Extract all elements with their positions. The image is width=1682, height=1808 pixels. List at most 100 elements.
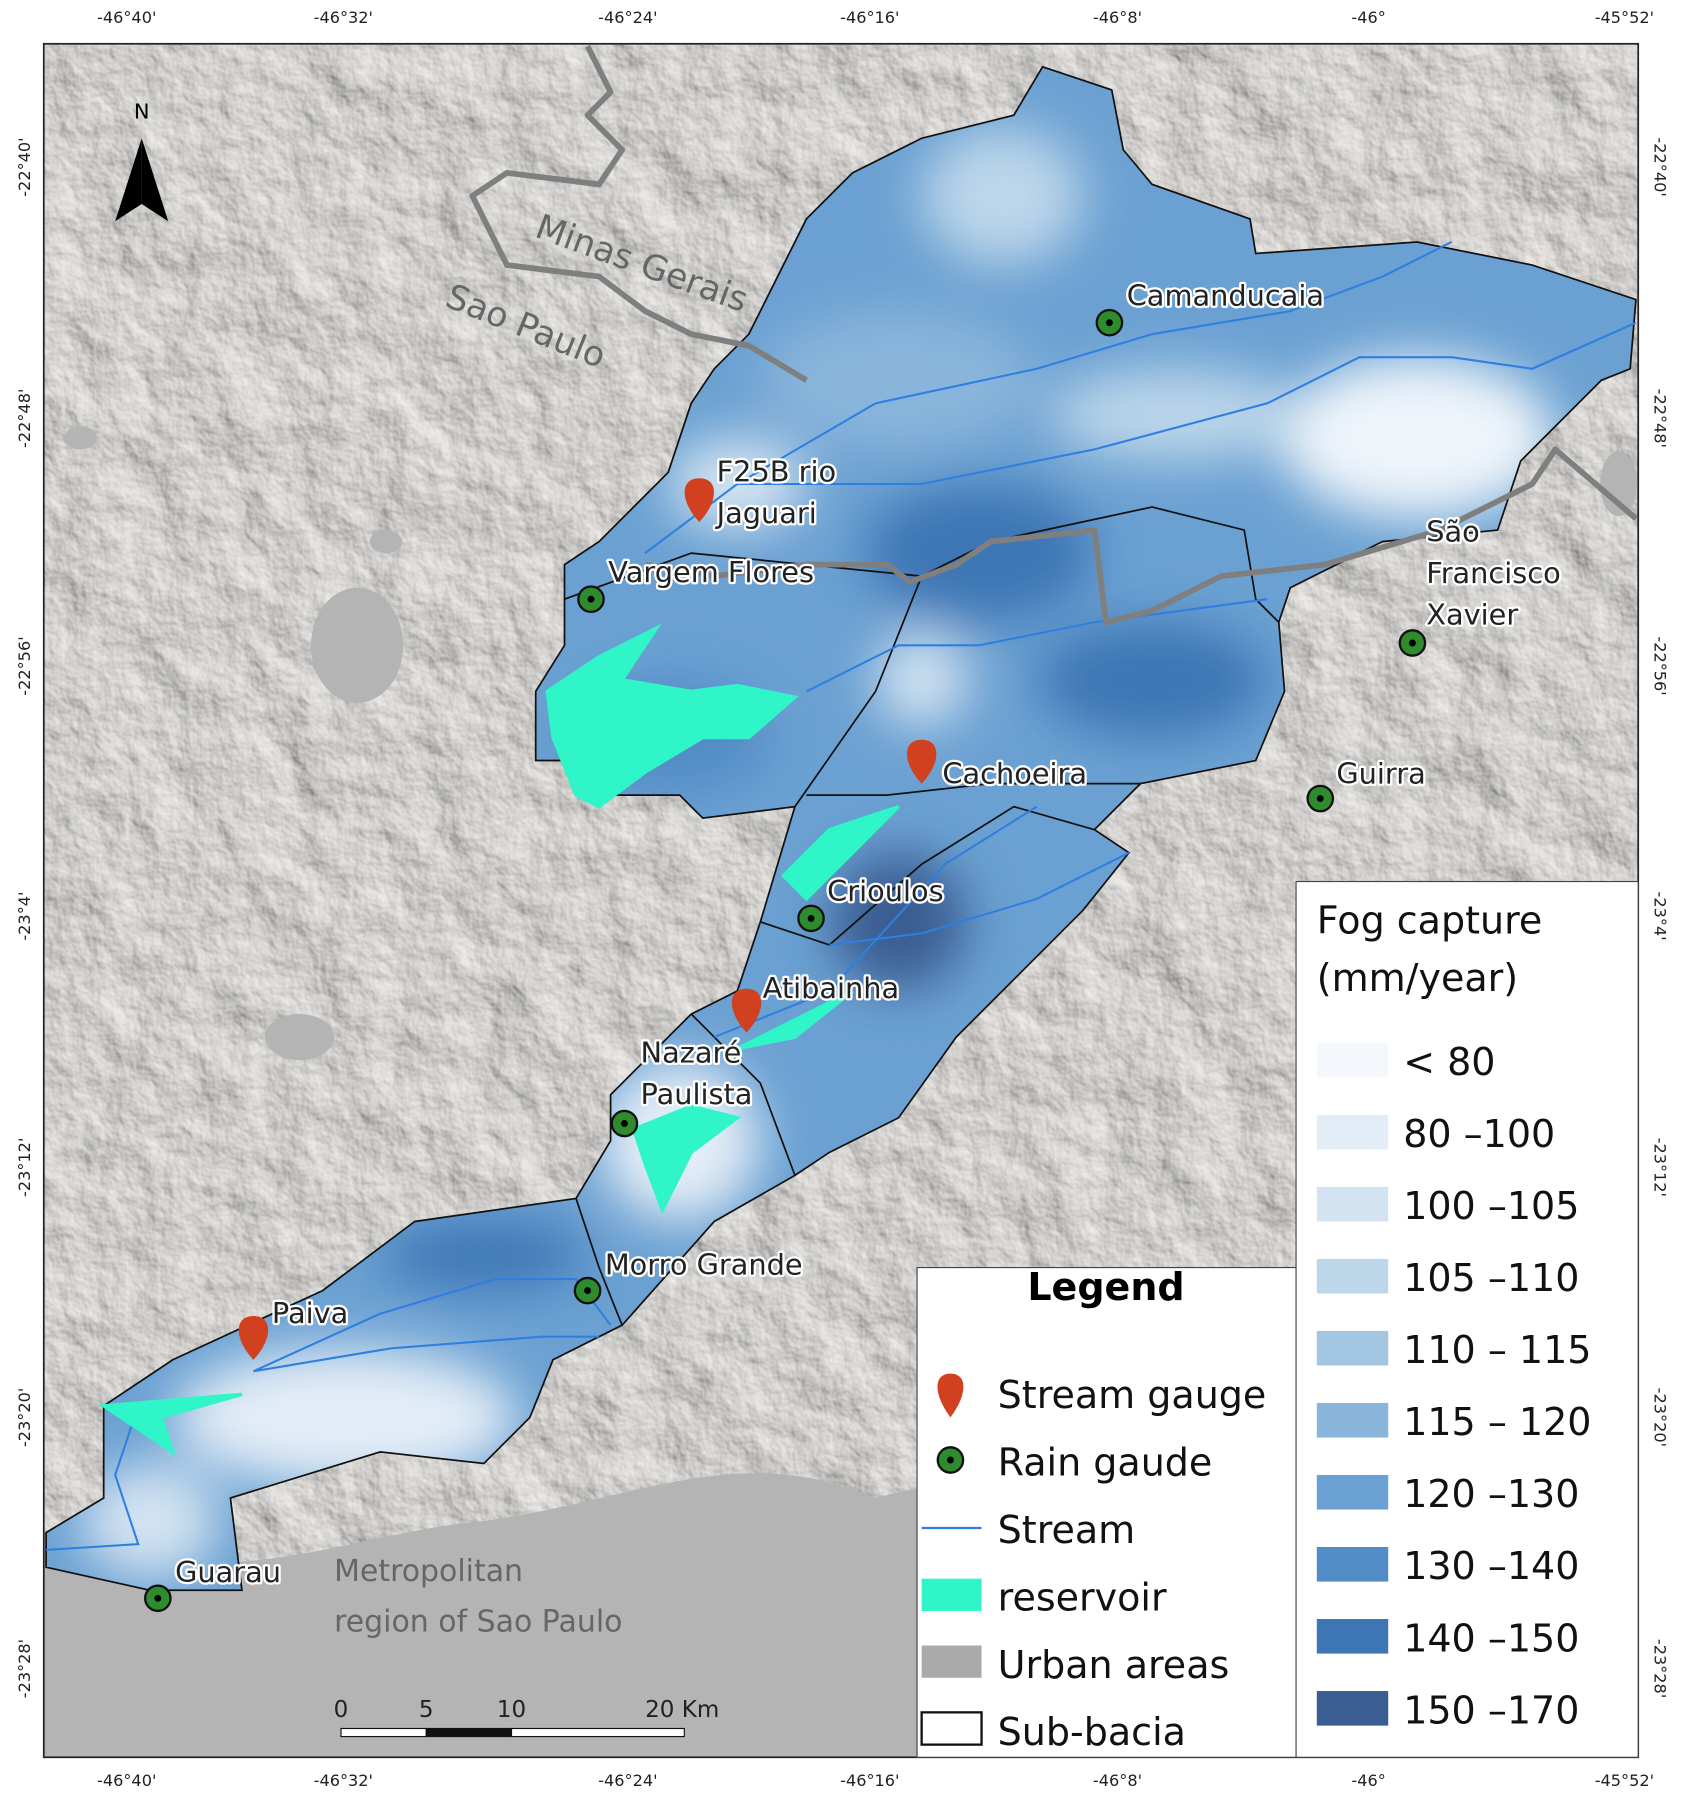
legend-item-label: reservoir bbox=[998, 1575, 1167, 1619]
lat-label-right: -22°48' bbox=[1650, 389, 1669, 448]
lat-label-right: -23°12' bbox=[1650, 1138, 1669, 1197]
lat-label-left: -22°40' bbox=[15, 137, 34, 196]
lon-label-bottom: -46°40' bbox=[97, 1771, 156, 1790]
fog-class-swatch bbox=[1316, 1546, 1389, 1582]
stream-gauge-label: Atibainha bbox=[763, 971, 900, 1005]
rain-gauge-label: Guirra bbox=[1336, 757, 1425, 791]
stream-gauge-label-line: Jaguari bbox=[715, 496, 817, 530]
lon-label-top: -46°32' bbox=[314, 8, 373, 27]
fog-class-label: 80 –100 bbox=[1403, 1112, 1555, 1156]
rain-gauge-label-line: Francisco bbox=[1426, 556, 1560, 590]
stream-gauge-label: Cachoeira bbox=[942, 757, 1087, 791]
fog-class-label: 140 –150 bbox=[1403, 1616, 1579, 1660]
north-label: N bbox=[134, 100, 149, 124]
lon-label-bottom: -45°52' bbox=[1595, 1771, 1654, 1790]
legend-swatch bbox=[921, 1578, 982, 1611]
reservoirs bbox=[98, 623, 900, 1457]
rain-gauge-label-line: Morro Grande bbox=[605, 1247, 803, 1281]
fog-class-label: 105 –110 bbox=[1403, 1256, 1579, 1300]
stream-gauge-label: F25B rio Jaguari bbox=[715, 455, 837, 530]
rain-gauge-dot bbox=[154, 1594, 162, 1602]
rain-gauge-label-line: Guarau bbox=[175, 1555, 281, 1589]
stations: F25B rio Jaguari Cachoeira Atibainha Paiva Ca… bbox=[144, 276, 1563, 1613]
legend-title: Legend bbox=[1027, 1265, 1184, 1309]
rain-gauge-label-line: Xavier bbox=[1426, 598, 1518, 632]
lat-label-right: -23°28' bbox=[1650, 1639, 1669, 1698]
north-arrow-left bbox=[115, 138, 142, 222]
lon-label-top: -46°16' bbox=[840, 8, 899, 27]
legend-swatch bbox=[921, 1645, 982, 1678]
fog-legend: Fog capture (mm/year) < 80 80 –100 100 –105… bbox=[1295, 880, 1639, 1758]
rain-gauge-label-line: Crioulos bbox=[827, 874, 943, 908]
legend-item-label: Urban areas bbox=[998, 1643, 1230, 1687]
rain-gauge-label: Crioulos bbox=[827, 874, 943, 908]
rain-gauge-dot bbox=[584, 1287, 592, 1295]
lon-label-bottom: -46°32' bbox=[314, 1771, 373, 1790]
rain-gauge-label: Vargem Flores bbox=[608, 555, 814, 589]
rain-gauge-dot bbox=[1105, 319, 1113, 327]
fog-class-label: 120 –130 bbox=[1403, 1472, 1579, 1516]
rain-gauge-label: Guarau bbox=[175, 1555, 281, 1589]
legend-items: Stream gauge Rain gaude Stream reservoir Urb… bbox=[998, 1373, 1267, 1754]
fog-class-swatch bbox=[1316, 1186, 1389, 1222]
rain-gauge-label-line: Nazaré bbox=[641, 1035, 742, 1069]
north-arrow: N bbox=[115, 100, 169, 222]
fog-class-swatch bbox=[1316, 1474, 1389, 1510]
lon-label-top: -45°52' bbox=[1595, 8, 1654, 27]
stream-gauge bbox=[906, 739, 937, 784]
fog-class-swatch bbox=[1316, 1691, 1389, 1726]
scale-label: 20 Km bbox=[645, 1697, 719, 1723]
rain-gauge-label-line: Guirra bbox=[1336, 757, 1425, 791]
fog-class-swatch bbox=[1316, 1114, 1389, 1150]
legend-item-label: Stream bbox=[998, 1508, 1136, 1552]
fog-class-swatch bbox=[1316, 1258, 1389, 1294]
lat-label-right: -22°40' bbox=[1650, 137, 1669, 196]
fog-class-label: 100 –105 bbox=[1403, 1184, 1579, 1228]
fog-class-swatch bbox=[1316, 1042, 1389, 1078]
lat-label-left: -23°28' bbox=[15, 1639, 34, 1698]
stream-gauge-label: Paiva bbox=[272, 1296, 348, 1330]
rain-gauge-dot bbox=[1408, 639, 1416, 647]
fog-class-label: 130 –140 bbox=[1403, 1544, 1579, 1588]
legend-item-label: Sub-bacia bbox=[998, 1710, 1186, 1754]
rain-gauge-dot bbox=[807, 914, 815, 922]
lon-label-top: -46°40' bbox=[97, 8, 156, 27]
rain-gauge-label-line: Camanducaia bbox=[1127, 278, 1324, 312]
rain-gauge-label: Morro Grande bbox=[605, 1247, 803, 1281]
streams bbox=[46, 241, 1637, 1551]
region-label: Metropolitan region of Sao Paulo bbox=[334, 1554, 622, 1640]
stream-gauge-label-line: Paiva bbox=[272, 1296, 348, 1330]
lon-label-bottom: -46° bbox=[1351, 1771, 1385, 1790]
legend: Legend Stream gauge Rain gaude Stream reser… bbox=[916, 1265, 1297, 1758]
fog-class-label: 150 –170 bbox=[1403, 1688, 1579, 1732]
rain-gauge-label: São Francisco Xavier bbox=[1426, 515, 1560, 632]
lon-label-top: -46° bbox=[1351, 8, 1385, 27]
fog-legend-title: Fog capture (mm/year) bbox=[1317, 898, 1542, 1000]
fog-class-label: 115 – 120 bbox=[1403, 1400, 1591, 1444]
lon-label-top: -46°24' bbox=[598, 8, 657, 27]
rain-gauge-label-line: Paulista bbox=[641, 1077, 753, 1111]
rain-gauge-label: Nazaré Paulista bbox=[641, 1035, 753, 1110]
fog-class-swatch bbox=[1316, 1402, 1389, 1438]
legend-swatch bbox=[937, 1373, 964, 1418]
lat-label-left: -22°48' bbox=[15, 389, 34, 448]
stream-gauge-label-line: Atibainha bbox=[763, 971, 900, 1005]
legend-item-label: Rain gaude bbox=[998, 1441, 1213, 1485]
lat-label-right: -23°4' bbox=[1650, 892, 1669, 941]
lat-label-left: -22°56' bbox=[15, 636, 34, 695]
stream-gauge-label-line: F25B rio bbox=[717, 455, 837, 489]
lat-label-left: -23°20' bbox=[15, 1388, 34, 1447]
lat-label-left: -23°4' bbox=[15, 892, 34, 941]
stream-gauge-label-line: Cachoeira bbox=[942, 757, 1087, 791]
fog-class-label: < 80 bbox=[1403, 1040, 1495, 1084]
scale-bar: 0 5 10 20 Km bbox=[334, 1697, 719, 1738]
lat-label-left: -23°12' bbox=[15, 1138, 34, 1197]
legend-swatch-dot bbox=[946, 1456, 954, 1464]
north-arrow-right bbox=[141, 138, 169, 222]
legend-item-label: Stream gauge bbox=[998, 1373, 1267, 1417]
scale-label: 10 bbox=[497, 1697, 526, 1723]
state-border bbox=[469, 44, 1638, 626]
lon-label-bottom: -46°8' bbox=[1093, 1771, 1142, 1790]
lon-label-bottom: -46°16' bbox=[840, 1771, 899, 1790]
